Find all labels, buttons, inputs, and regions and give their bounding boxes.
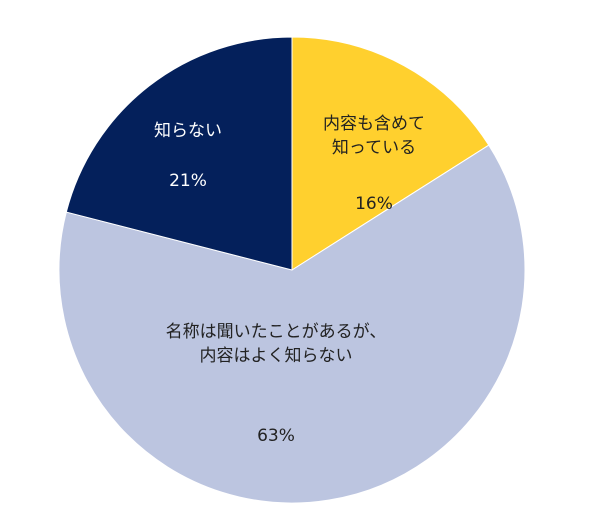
slice-label: 知らない: [154, 121, 222, 141]
slice-label: 内容はよく知らない: [200, 346, 353, 366]
slice-label: 内容も含めて: [323, 114, 425, 134]
slice-label: 知っている: [332, 138, 416, 158]
pie-slice: [58, 144, 526, 504]
slice-label: 名称は聞いたことがあるが、: [166, 322, 387, 342]
slice-value-label: 21%: [169, 171, 207, 191]
pie-slice: [65, 36, 293, 271]
slice-value-label: 63%: [257, 426, 295, 446]
slice-value-label: 16%: [355, 194, 393, 214]
pie-slices: [58, 36, 526, 504]
pie-slice: [291, 36, 490, 271]
